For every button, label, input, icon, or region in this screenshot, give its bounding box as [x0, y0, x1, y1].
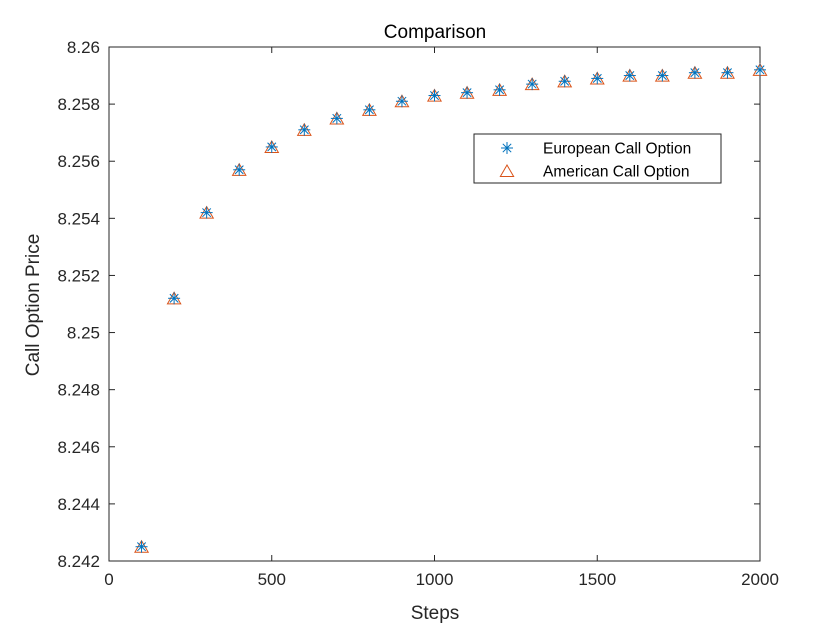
data-point-european [330, 112, 343, 125]
x-tick-label: 1500 [578, 570, 616, 589]
series-layer [134, 62, 768, 553]
data-point-european [135, 540, 148, 553]
data-point-european [656, 69, 669, 82]
data-point-european [558, 75, 571, 88]
series-european-call-option [135, 63, 766, 553]
data-point-european [721, 66, 734, 79]
data-point-european [754, 63, 766, 76]
y-tick-label: 8.25 [67, 324, 100, 343]
data-point-european [591, 72, 604, 85]
data-point-european [200, 206, 213, 219]
data-point-european [168, 292, 181, 305]
x-tick-label: 500 [258, 570, 286, 589]
y-axis-label: Call Option Price [23, 234, 44, 377]
data-point-european [395, 95, 408, 108]
legend-label: European Call Option [543, 141, 691, 158]
y-tick-label: 8.248 [57, 381, 100, 400]
y-tick-label: 8.256 [57, 152, 100, 171]
y-tick-label: 8.254 [57, 209, 100, 228]
y-tick-label: 8.258 [57, 95, 100, 114]
data-point-european [623, 69, 636, 82]
data-point-european [363, 103, 376, 116]
y-tick-label: 8.242 [57, 552, 100, 571]
legend-marker-american [499, 163, 515, 178]
y-axis-ticks: 8.242 8.244 8.246 8.248 8.25 8.252 8.254 8.256 8… [57, 38, 760, 571]
plot-frame [108, 46, 761, 562]
y-tick-label: 8.252 [57, 266, 100, 285]
legend-label: American Call Option [543, 164, 689, 181]
data-point-european [526, 78, 539, 91]
legend-marker-european [501, 142, 513, 154]
legend-box [473, 133, 722, 184]
chart-title: Comparison [384, 22, 486, 43]
y-tick-label: 8.244 [57, 495, 100, 514]
y-tick-label: 8.26 [67, 38, 100, 57]
x-axis-ticks: 0 500 1000 1500 2000 [104, 47, 779, 589]
data-point-european [461, 86, 474, 99]
data-point-european [428, 89, 441, 102]
x-tick-label: 1000 [416, 570, 454, 589]
legend-items: European Call Option American Call Option [499, 141, 691, 181]
x-axis-label: Steps [411, 603, 460, 624]
data-point-european [233, 163, 246, 176]
data-point-european [688, 66, 701, 79]
data-point-european [265, 140, 278, 153]
y-tick-label: 8.246 [57, 438, 100, 457]
legend: European Call Option American Call Option [473, 133, 722, 184]
data-point-european [298, 123, 311, 136]
x-tick-label: 2000 [741, 570, 779, 589]
plot-area: 0 500 1000 1500 2000 8.2428.2448.2468.2488.2… [57, 38, 778, 589]
x-tick-label: 0 [104, 570, 113, 589]
data-point-european [493, 83, 506, 96]
